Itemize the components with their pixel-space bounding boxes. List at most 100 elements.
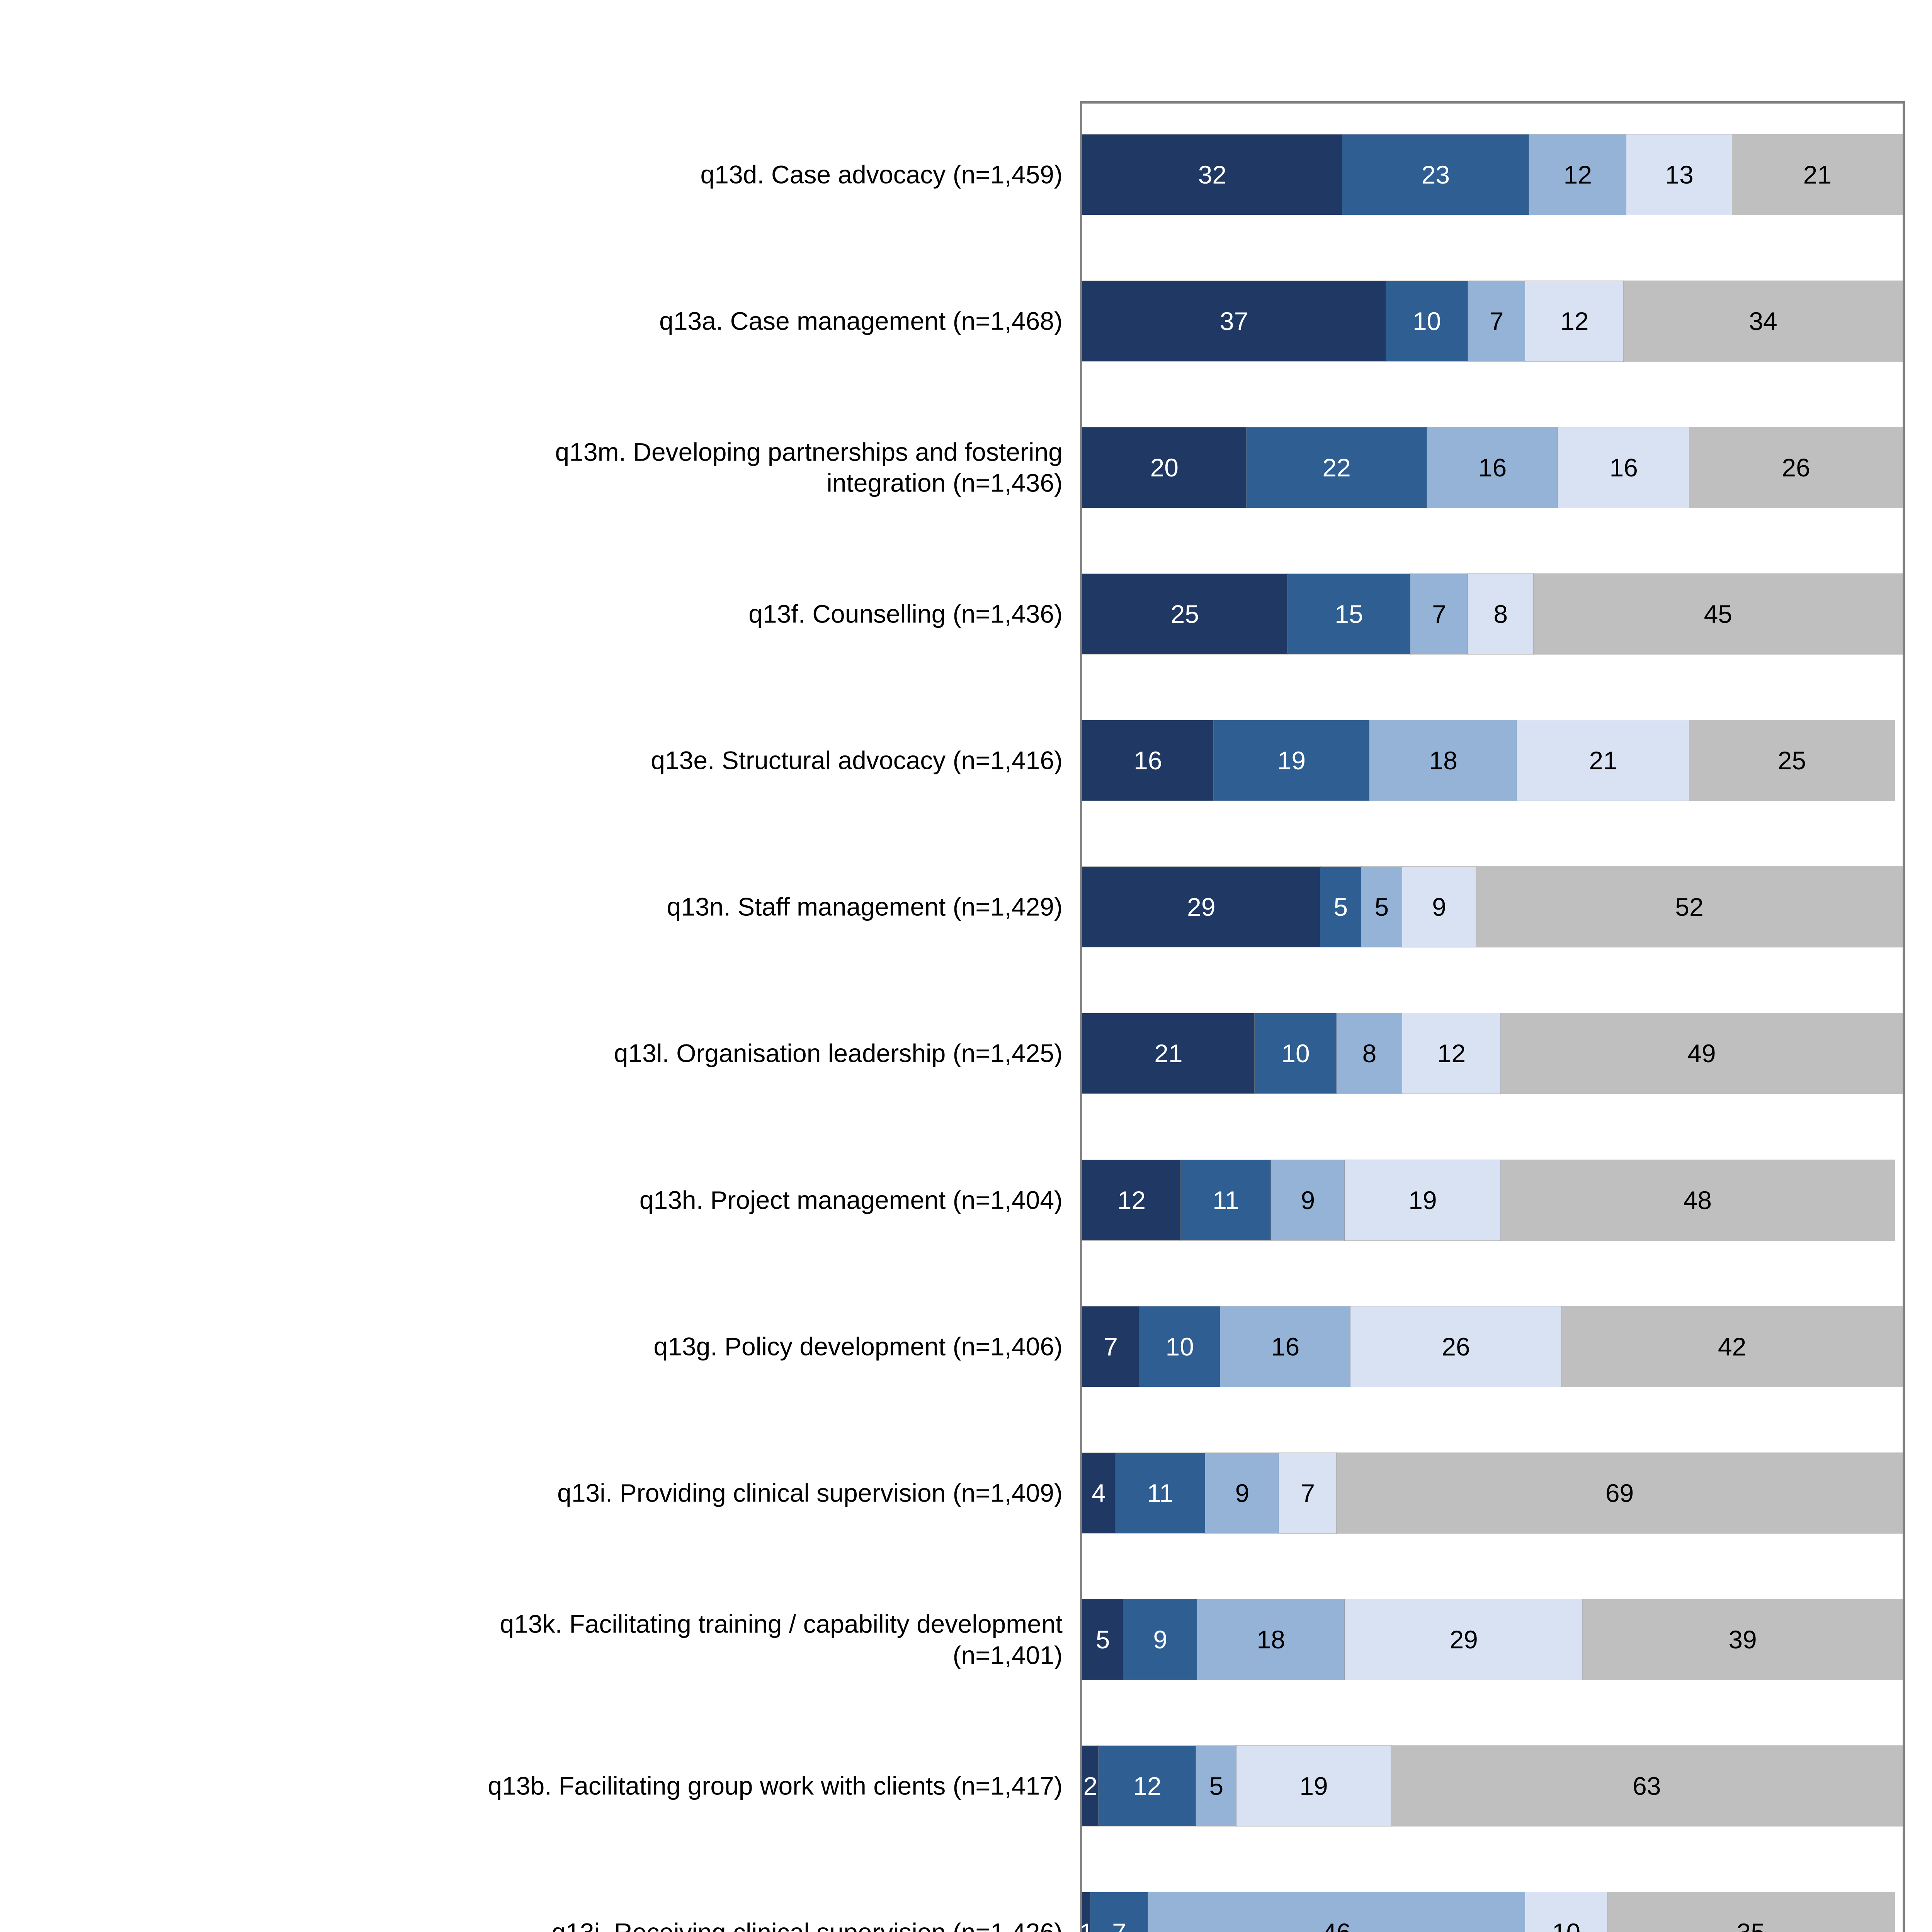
- daily-or-weekly-percent: 15%: [1905, 1476, 1932, 1510]
- bar-segment-value: 15: [1335, 599, 1363, 628]
- bar-segment-weekly: 23: [1342, 134, 1530, 215]
- chart-row: q13e. Structural advocacy (n=1,416) 16 19 1…: [0, 687, 1932, 834]
- bar-segment-daily: 5: [1082, 1599, 1124, 1680]
- bar-segment-value: 9: [1235, 1478, 1250, 1507]
- bar-segment-weekly: 10: [1254, 1013, 1337, 1094]
- bar-segment-monthly: 9: [1270, 1159, 1345, 1241]
- bar-segment-value: 26: [1782, 453, 1810, 482]
- bar-segment-value: 16: [1271, 1332, 1300, 1361]
- daily-or-weekly-percent: 14%: [1905, 1769, 1932, 1803]
- bar-segment-a-few-times-a-year-or-less-often: 12: [1525, 280, 1624, 362]
- bar-segment-monthly: 5: [1196, 1745, 1237, 1827]
- bar-segment-a-few-times-a-year-or-less-often: 10: [1525, 1892, 1608, 1932]
- bar-segment-value: 19: [1408, 1185, 1437, 1214]
- daily-or-weekly-percent: 16%: [1905, 1330, 1932, 1363]
- bar-segment-value: 13: [1665, 160, 1694, 189]
- bar-segment-value: 42: [1718, 1332, 1747, 1361]
- bar-segment-value: 16: [1478, 453, 1507, 482]
- category-label: q13d. Case advocacy (n=1,459): [700, 160, 1063, 189]
- stacked-bar: 16 19 18 21 25: [1082, 720, 1903, 801]
- category-label: q13a. Case management (n=1,468): [659, 306, 1063, 335]
- bar-segment-daily: 4: [1082, 1452, 1116, 1534]
- bar-segment-weekly: 5: [1320, 866, 1362, 948]
- bar-segment-a-few-times-a-year-or-less-often: 16: [1558, 427, 1690, 508]
- daily-or-weekly-percent: 54%: [1905, 158, 1932, 191]
- bar-segment-value: 19: [1277, 746, 1306, 775]
- bar-segment-weekly: 22: [1246, 427, 1427, 508]
- category-label: q13n. Staff management (n=1,429): [667, 893, 1063, 922]
- chart-row: q13m. Developing partnerships and foster…: [0, 394, 1932, 541]
- category-label: q13g. Policy development (n=1,406): [653, 1332, 1063, 1361]
- bar-segment-weekly: 7: [1090, 1892, 1148, 1932]
- bar-segment-value: 23: [1421, 160, 1450, 189]
- bar-segment-daily: 1: [1079, 1892, 1094, 1932]
- bar-segment-daily: 12: [1082, 1159, 1181, 1241]
- bar-segment-value: 4: [1092, 1478, 1106, 1507]
- bar-segment-monthly: 46: [1147, 1892, 1526, 1932]
- chart-row: q13g. Policy development (n=1,406) 7 10 16 2…: [0, 1273, 1932, 1420]
- chart-row: q13a. Case management (n=1,468) 37 10 7 12 34…: [0, 248, 1932, 394]
- bar-segment-a-few-times-a-year-or-less-often: 12: [1401, 1013, 1501, 1094]
- bar-segment-daily: 7: [1082, 1306, 1140, 1387]
- bar-segment-value: 18: [1257, 1625, 1285, 1654]
- bar-segment-weekly: 15: [1287, 573, 1411, 655]
- chart-row: q13n. Staff management (n=1,429) 29 55 9 52 3…: [0, 834, 1932, 980]
- chart-row: q13f. Counselling (n=1,436) 25 15 7 8 45 40%: [0, 541, 1932, 687]
- category-label: q13j. Receiving clinical supervision (n=…: [23, 1917, 1063, 1932]
- bar-segment-value: 10: [1552, 1918, 1580, 1932]
- bar-segment-never: 35: [1607, 1892, 1895, 1932]
- bar-segment-value: 21: [1154, 1039, 1183, 1068]
- bar-segment-value: 5: [1333, 893, 1348, 922]
- bar-segment-monthly: 8: [1336, 1013, 1403, 1094]
- bar-segment-monthly: 18: [1369, 720, 1518, 801]
- bar-segment-value: 7: [1489, 306, 1504, 335]
- stacked-bar: 25 15 7 8 45: [1082, 573, 1903, 655]
- bar-segment-value: 25: [1170, 599, 1199, 628]
- bar-segment-a-few-times-a-year-or-less-often: 21: [1517, 720, 1690, 801]
- stacked-bar: 12 11 9 19 48: [1082, 1159, 1903, 1241]
- bar-segment-never: 48: [1500, 1159, 1895, 1241]
- chart-row: q13j. Receiving clinical supervision (n=…: [0, 1859, 1932, 1932]
- bar-segment-never: 26: [1689, 427, 1903, 508]
- stacked-bar: 2 12 5 19 63: [1082, 1745, 1903, 1827]
- bar-segment-weekly: 9: [1123, 1599, 1198, 1680]
- bar-segment-value: 12: [1563, 160, 1592, 189]
- category-label: q13b. Facilitating group work with clien…: [488, 1771, 1063, 1800]
- bar-segment-a-few-times-a-year-or-less-often: 13: [1626, 134, 1733, 215]
- bar-rows-container: q13d. Case advocacy (n=1,459)32231213215…: [0, 101, 1932, 1932]
- stacked-bar: 32 23 12 13 21: [1082, 134, 1903, 215]
- bar-segment-value: 7: [1112, 1918, 1126, 1932]
- bar-segment-value: 16: [1609, 453, 1638, 482]
- daily-or-weekly-percent: 14%: [1905, 1622, 1932, 1656]
- bar-segment-value: 48: [1683, 1185, 1712, 1214]
- bar-segment-value: 12: [1117, 1185, 1146, 1214]
- bar-segment-monthly: 7: [1410, 573, 1468, 655]
- bar-segment-value: 12: [1133, 1772, 1162, 1801]
- bar-segment-value: 5: [1374, 893, 1389, 922]
- bar-segment-weekly: 11: [1114, 1452, 1206, 1534]
- bar-segment-value: 10: [1165, 1332, 1194, 1361]
- bar-segment-value: 26: [1442, 1332, 1470, 1361]
- bar-segment-value: 5: [1209, 1772, 1224, 1801]
- bar-segment-value: 9: [1301, 1185, 1315, 1214]
- category-label: q13h. Project management (n=1,404): [639, 1185, 1063, 1214]
- bar-segment-never: 63: [1390, 1745, 1903, 1827]
- bar-segment-never: 25: [1689, 720, 1895, 801]
- bar-segment-value: 11: [1147, 1478, 1173, 1507]
- bar-segment-value: 10: [1412, 306, 1441, 335]
- bar-segment-never: 39: [1582, 1599, 1903, 1680]
- bar-segment-value: 18: [1429, 746, 1458, 775]
- bar-segment-never: 52: [1476, 866, 1903, 948]
- bar-segment-value: 49: [1687, 1039, 1716, 1068]
- bar-segment-value: 20: [1150, 453, 1179, 482]
- bar-segment-daily: 29: [1082, 866, 1321, 948]
- stacked-bar: 5 9 18 29 39: [1082, 1599, 1903, 1680]
- bar-segment-monthly: 7: [1467, 280, 1526, 362]
- stacked-bar: 4 11 9 7 69: [1082, 1452, 1903, 1534]
- category-label: q13e. Structural advocacy (n=1,416): [651, 746, 1063, 775]
- chart-row: q13i. Providing clinical supervision (n=…: [0, 1420, 1932, 1566]
- bar-segment-weekly: 10: [1385, 280, 1468, 362]
- chart-row: q13b. Facilitating group work with clien…: [0, 1713, 1932, 1859]
- bar-segment-value: 69: [1605, 1478, 1634, 1507]
- bar-segment-value: 29: [1449, 1625, 1478, 1654]
